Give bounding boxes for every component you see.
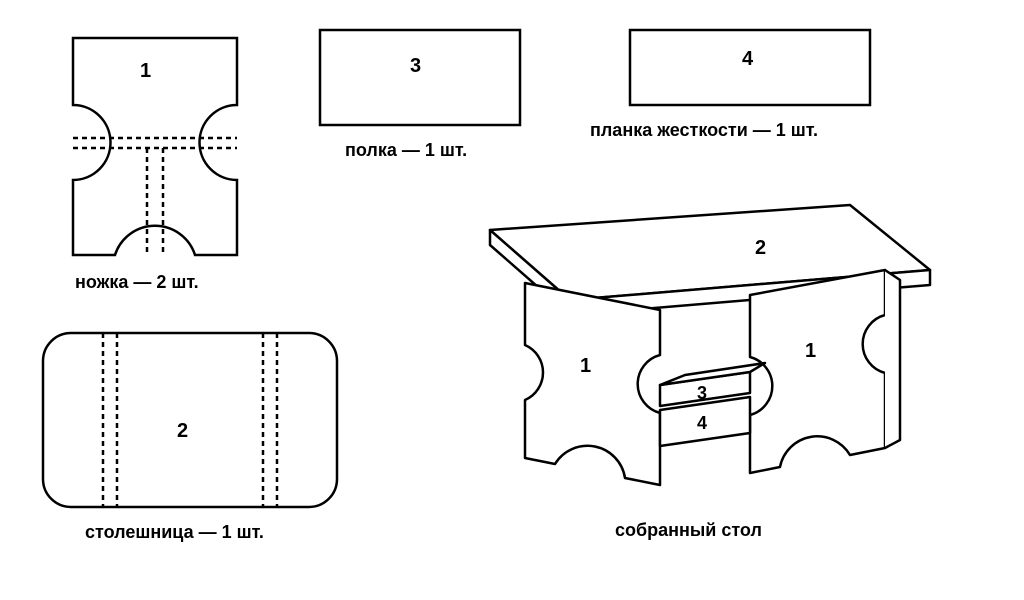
part-tabletop-label: столешница — 1 шт. xyxy=(85,522,264,543)
assembled-num-leg-left: 1 xyxy=(580,355,591,378)
part-leg-num: 1 xyxy=(140,60,151,83)
part-leg-label: ножка — 2 шт. xyxy=(75,272,199,293)
assembled-num-shelf: 3 xyxy=(697,383,707,404)
assembled-num-stiff: 4 xyxy=(697,413,707,434)
part-stiffener-label: планка жесткости — 1 шт. xyxy=(590,120,818,141)
part-shelf-num: 3 xyxy=(410,55,421,78)
part-tabletop-num: 2 xyxy=(177,420,188,443)
part-leg xyxy=(55,30,255,270)
assembled-num-top: 2 xyxy=(755,237,766,260)
assembled-num-leg-right: 1 xyxy=(805,340,816,363)
diagram-canvas: 1 ножка — 2 шт. 2 столешница — 1 шт. 3 п… xyxy=(0,0,1024,600)
assembled-label: собранный стол xyxy=(615,520,762,541)
assembled-table xyxy=(430,185,950,515)
part-stiffener-num: 4 xyxy=(742,48,753,71)
part-tabletop xyxy=(35,325,345,515)
part-shelf-label: полка — 1 шт. xyxy=(345,140,467,161)
